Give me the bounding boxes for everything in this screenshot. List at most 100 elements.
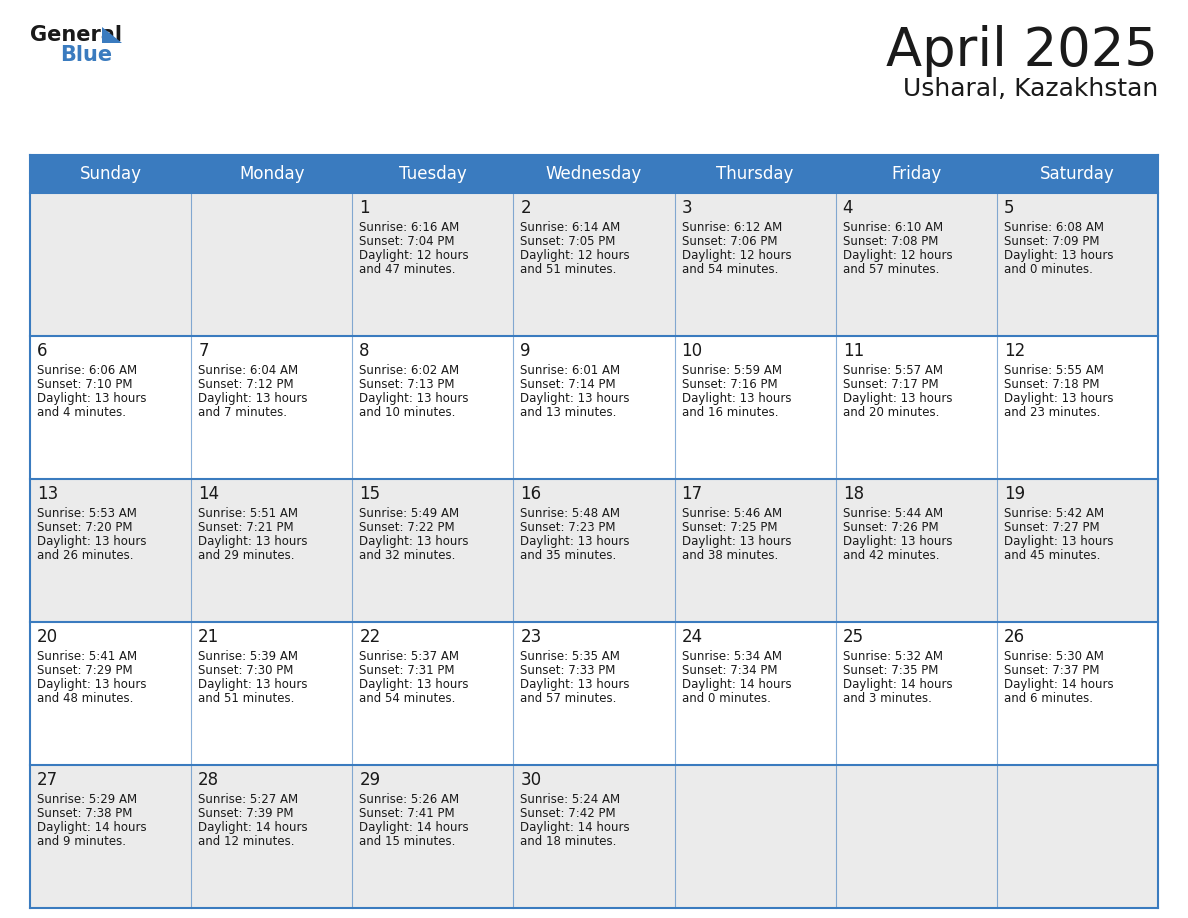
Text: Daylight: 12 hours: Daylight: 12 hours: [682, 249, 791, 262]
Text: Sunrise: 5:51 AM: Sunrise: 5:51 AM: [198, 507, 298, 520]
Text: and 29 minutes.: and 29 minutes.: [198, 549, 295, 562]
Text: and 4 minutes.: and 4 minutes.: [37, 406, 126, 419]
Text: Daylight: 12 hours: Daylight: 12 hours: [520, 249, 630, 262]
Text: 3: 3: [682, 199, 693, 217]
Bar: [30, 622, 1158, 765]
Text: Sunrise: 5:27 AM: Sunrise: 5:27 AM: [198, 793, 298, 806]
Text: 23: 23: [520, 628, 542, 646]
Text: Sunset: 7:08 PM: Sunset: 7:08 PM: [842, 235, 939, 248]
Text: 27: 27: [37, 771, 58, 789]
Text: Daylight: 13 hours: Daylight: 13 hours: [37, 392, 146, 405]
Text: Sunset: 7:16 PM: Sunset: 7:16 PM: [682, 378, 777, 391]
Text: 7: 7: [198, 342, 209, 360]
Text: 9: 9: [520, 342, 531, 360]
Text: 1: 1: [359, 199, 369, 217]
Text: Sunset: 7:22 PM: Sunset: 7:22 PM: [359, 521, 455, 534]
Text: and 47 minutes.: and 47 minutes.: [359, 263, 456, 276]
Text: and 6 minutes.: and 6 minutes.: [1004, 692, 1093, 705]
Text: Sunrise: 5:42 AM: Sunrise: 5:42 AM: [1004, 507, 1104, 520]
Text: Daylight: 12 hours: Daylight: 12 hours: [359, 249, 469, 262]
Text: 21: 21: [198, 628, 220, 646]
Text: Sunset: 7:41 PM: Sunset: 7:41 PM: [359, 807, 455, 820]
Text: Sunset: 7:04 PM: Sunset: 7:04 PM: [359, 235, 455, 248]
Text: Daylight: 13 hours: Daylight: 13 hours: [1004, 535, 1113, 548]
Text: Daylight: 13 hours: Daylight: 13 hours: [1004, 249, 1113, 262]
Text: Daylight: 13 hours: Daylight: 13 hours: [198, 392, 308, 405]
Text: Sunset: 7:23 PM: Sunset: 7:23 PM: [520, 521, 615, 534]
Text: 11: 11: [842, 342, 864, 360]
Text: Daylight: 13 hours: Daylight: 13 hours: [1004, 392, 1113, 405]
Text: Sunset: 7:37 PM: Sunset: 7:37 PM: [1004, 664, 1099, 677]
Text: Sunset: 7:38 PM: Sunset: 7:38 PM: [37, 807, 132, 820]
Text: and 38 minutes.: and 38 minutes.: [682, 549, 778, 562]
Text: and 23 minutes.: and 23 minutes.: [1004, 406, 1100, 419]
Text: Sunrise: 5:39 AM: Sunrise: 5:39 AM: [198, 650, 298, 663]
Text: Daylight: 13 hours: Daylight: 13 hours: [359, 678, 469, 691]
Text: 16: 16: [520, 485, 542, 503]
Text: Sunrise: 5:24 AM: Sunrise: 5:24 AM: [520, 793, 620, 806]
Text: 29: 29: [359, 771, 380, 789]
Text: Daylight: 14 hours: Daylight: 14 hours: [682, 678, 791, 691]
Text: Sunrise: 6:02 AM: Sunrise: 6:02 AM: [359, 364, 460, 377]
Text: Sunset: 7:34 PM: Sunset: 7:34 PM: [682, 664, 777, 677]
Text: and 9 minutes.: and 9 minutes.: [37, 835, 126, 848]
Text: Sunrise: 6:08 AM: Sunrise: 6:08 AM: [1004, 221, 1104, 234]
Text: and 54 minutes.: and 54 minutes.: [682, 263, 778, 276]
Text: and 15 minutes.: and 15 minutes.: [359, 835, 456, 848]
Text: General: General: [30, 25, 122, 45]
Text: Sunset: 7:30 PM: Sunset: 7:30 PM: [198, 664, 293, 677]
Text: Daylight: 13 hours: Daylight: 13 hours: [842, 392, 953, 405]
Text: Daylight: 14 hours: Daylight: 14 hours: [37, 821, 146, 834]
Text: 26: 26: [1004, 628, 1025, 646]
Text: Sunset: 7:29 PM: Sunset: 7:29 PM: [37, 664, 133, 677]
Text: Daylight: 14 hours: Daylight: 14 hours: [359, 821, 469, 834]
Bar: [30, 765, 1158, 908]
Text: Daylight: 13 hours: Daylight: 13 hours: [520, 535, 630, 548]
Text: 13: 13: [37, 485, 58, 503]
Text: and 18 minutes.: and 18 minutes.: [520, 835, 617, 848]
Text: Sunset: 7:10 PM: Sunset: 7:10 PM: [37, 378, 133, 391]
Text: Sunset: 7:06 PM: Sunset: 7:06 PM: [682, 235, 777, 248]
Text: Sunrise: 6:16 AM: Sunrise: 6:16 AM: [359, 221, 460, 234]
Text: Daylight: 14 hours: Daylight: 14 hours: [1004, 678, 1113, 691]
Text: 17: 17: [682, 485, 702, 503]
Text: Blue: Blue: [61, 45, 112, 65]
Text: Sunset: 7:27 PM: Sunset: 7:27 PM: [1004, 521, 1099, 534]
Text: Sunset: 7:42 PM: Sunset: 7:42 PM: [520, 807, 617, 820]
Text: 6: 6: [37, 342, 48, 360]
Text: 30: 30: [520, 771, 542, 789]
Text: Tuesday: Tuesday: [399, 165, 467, 183]
Text: 15: 15: [359, 485, 380, 503]
Text: Sunrise: 5:35 AM: Sunrise: 5:35 AM: [520, 650, 620, 663]
Text: Sunrise: 6:01 AM: Sunrise: 6:01 AM: [520, 364, 620, 377]
Text: and 42 minutes.: and 42 minutes.: [842, 549, 940, 562]
Text: Daylight: 13 hours: Daylight: 13 hours: [198, 535, 308, 548]
Text: Sunset: 7:33 PM: Sunset: 7:33 PM: [520, 664, 615, 677]
Text: Sunset: 7:18 PM: Sunset: 7:18 PM: [1004, 378, 1099, 391]
Text: Sunday: Sunday: [80, 165, 141, 183]
Text: Sunset: 7:31 PM: Sunset: 7:31 PM: [359, 664, 455, 677]
Text: and 7 minutes.: and 7 minutes.: [198, 406, 287, 419]
Text: Daylight: 14 hours: Daylight: 14 hours: [842, 678, 953, 691]
Text: Sunrise: 5:53 AM: Sunrise: 5:53 AM: [37, 507, 137, 520]
Text: Sunrise: 6:10 AM: Sunrise: 6:10 AM: [842, 221, 943, 234]
Text: Thursday: Thursday: [716, 165, 794, 183]
Text: and 12 minutes.: and 12 minutes.: [198, 835, 295, 848]
Text: Wednesday: Wednesday: [545, 165, 643, 183]
Bar: [30, 155, 1158, 193]
Text: Daylight: 13 hours: Daylight: 13 hours: [198, 678, 308, 691]
Text: Sunrise: 5:55 AM: Sunrise: 5:55 AM: [1004, 364, 1104, 377]
Text: Sunrise: 5:41 AM: Sunrise: 5:41 AM: [37, 650, 137, 663]
Text: Daylight: 13 hours: Daylight: 13 hours: [37, 678, 146, 691]
Text: 4: 4: [842, 199, 853, 217]
Text: Sunrise: 5:37 AM: Sunrise: 5:37 AM: [359, 650, 460, 663]
Text: Daylight: 14 hours: Daylight: 14 hours: [198, 821, 308, 834]
Text: 12: 12: [1004, 342, 1025, 360]
Text: and 57 minutes.: and 57 minutes.: [520, 692, 617, 705]
Text: 2: 2: [520, 199, 531, 217]
Text: Sunrise: 5:34 AM: Sunrise: 5:34 AM: [682, 650, 782, 663]
Polygon shape: [102, 27, 122, 43]
Text: Sunrise: 5:57 AM: Sunrise: 5:57 AM: [842, 364, 943, 377]
Text: 8: 8: [359, 342, 369, 360]
Text: Daylight: 13 hours: Daylight: 13 hours: [359, 535, 469, 548]
